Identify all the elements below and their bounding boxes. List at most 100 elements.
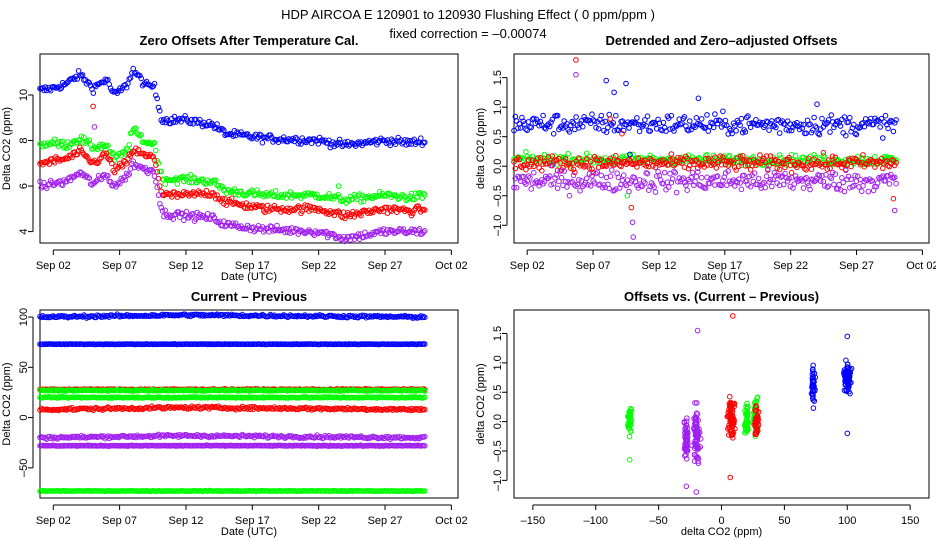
data-point-red bbox=[635, 155, 642, 161]
data-point-purple bbox=[415, 227, 422, 233]
data-point-purple bbox=[145, 170, 151, 177]
y-tick-label: 1.5 bbox=[492, 70, 504, 85]
x-tick-label: Oct 02 bbox=[906, 260, 936, 272]
data-point-blue bbox=[692, 124, 698, 130]
data-point-red bbox=[639, 158, 646, 164]
data-point-blue bbox=[753, 117, 759, 123]
data-point-blue bbox=[517, 125, 524, 131]
data-point-red bbox=[77, 144, 83, 151]
data-point-blue bbox=[728, 127, 734, 134]
data-point-red bbox=[607, 116, 614, 122]
data-point-blue bbox=[566, 129, 573, 135]
data-point-blue bbox=[881, 119, 888, 125]
data-point-red bbox=[586, 165, 593, 171]
data-point-green bbox=[583, 150, 590, 157]
data-point-red bbox=[512, 165, 519, 172]
data-point-blue bbox=[626, 125, 632, 131]
data-point-green bbox=[158, 168, 164, 175]
data-point-blue bbox=[586, 117, 593, 124]
data-point-red bbox=[693, 157, 700, 163]
x-tick-label: Sep 07 bbox=[102, 260, 137, 272]
data-point-purple bbox=[125, 172, 131, 178]
data-point-blue bbox=[661, 124, 668, 131]
data-point-red bbox=[733, 167, 739, 173]
data-point-blue bbox=[627, 120, 634, 127]
data-point-blue bbox=[230, 133, 236, 139]
x-tick-label: Sep 12 bbox=[641, 260, 676, 272]
data-point-red bbox=[742, 163, 749, 169]
data-point-purple bbox=[422, 228, 428, 234]
data-point-blue bbox=[700, 124, 706, 130]
data-point-red bbox=[103, 150, 110, 157]
data-point-blue bbox=[819, 115, 825, 122]
data-point-blue bbox=[737, 122, 743, 128]
data-point-red bbox=[737, 154, 743, 160]
data-point-red bbox=[549, 153, 556, 159]
data-point-red bbox=[628, 204, 635, 211]
data-point-red bbox=[516, 156, 523, 163]
data-point-green bbox=[147, 140, 154, 147]
data-point-blue bbox=[143, 78, 150, 85]
data-point-red bbox=[231, 200, 238, 207]
data-point-purple bbox=[652, 189, 659, 195]
data-point-red bbox=[535, 155, 541, 161]
data-point-green bbox=[129, 130, 135, 136]
data-point-red bbox=[67, 153, 74, 159]
data-point-red bbox=[667, 156, 673, 163]
data-point-blue bbox=[408, 141, 415, 147]
data-point-red bbox=[679, 160, 685, 166]
x-axis-label: Date (UTC) bbox=[221, 271, 277, 283]
data-point-red bbox=[539, 167, 545, 174]
data-point-red bbox=[607, 155, 614, 162]
data-point-blue bbox=[154, 95, 160, 102]
data-point-blue bbox=[86, 79, 93, 86]
data-point-green bbox=[422, 192, 428, 198]
data-point-blue bbox=[513, 118, 520, 124]
x-tick-label: Sep 17 bbox=[707, 260, 742, 272]
data-point-blue bbox=[292, 134, 299, 141]
data-point-green bbox=[299, 192, 306, 198]
data-point-red bbox=[713, 165, 720, 171]
data-point-blue bbox=[611, 127, 618, 134]
panel-title: Zero Offsets After Temperature Cal. bbox=[140, 33, 359, 48]
data-point-blue bbox=[671, 128, 677, 134]
data-point-blue bbox=[159, 119, 166, 125]
data-point-blue bbox=[606, 111, 613, 118]
data-point-blue bbox=[796, 126, 803, 133]
data-point-red bbox=[745, 162, 751, 169]
data-point-purple bbox=[59, 182, 66, 189]
data-point-blue bbox=[843, 132, 849, 139]
data-point-blue bbox=[581, 114, 587, 120]
data-point-blue bbox=[828, 112, 835, 118]
data-point-red bbox=[367, 210, 374, 216]
data-point-red bbox=[553, 157, 560, 163]
data-point-blue bbox=[364, 139, 371, 145]
data-point-green bbox=[174, 181, 180, 187]
data-point-blue bbox=[549, 116, 556, 123]
data-point-purple bbox=[839, 175, 845, 181]
data-point-red bbox=[69, 154, 75, 161]
data-point-blue bbox=[708, 119, 714, 126]
data-point-blue bbox=[776, 130, 783, 136]
data-point-red bbox=[566, 160, 573, 167]
x-axis-label: Date (UTC) bbox=[221, 526, 277, 538]
data-point-red bbox=[410, 210, 416, 217]
data-point-blue bbox=[882, 112, 889, 119]
x-tick-label: Sep 22 bbox=[301, 260, 336, 272]
y-tick-label: 0 bbox=[18, 415, 30, 421]
data-point-blue bbox=[290, 135, 296, 142]
data-point-purple bbox=[274, 222, 280, 229]
data-point-blue bbox=[810, 127, 816, 133]
data-point-purple bbox=[105, 173, 111, 179]
data-point-purple bbox=[769, 183, 775, 190]
data-point-red bbox=[644, 160, 651, 167]
data-point-red bbox=[669, 156, 676, 162]
data-point-green bbox=[792, 152, 799, 159]
data-point-blue bbox=[611, 89, 617, 96]
data-point-purple bbox=[392, 230, 399, 236]
data-point-purple bbox=[891, 207, 898, 214]
data-point-red bbox=[735, 163, 742, 170]
data-point-blue bbox=[219, 126, 226, 132]
data-point-red bbox=[260, 208, 267, 214]
